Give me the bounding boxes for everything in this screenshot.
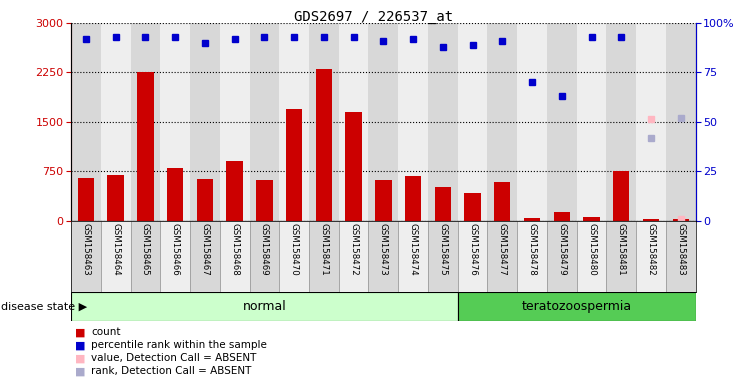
Bar <box>160 23 190 221</box>
Bar <box>190 221 220 292</box>
Bar <box>517 23 547 221</box>
Bar <box>227 162 243 221</box>
Text: GSM158480: GSM158480 <box>587 223 596 276</box>
Text: ■: ■ <box>75 327 85 337</box>
Text: ■: ■ <box>75 366 85 376</box>
Text: GSM158482: GSM158482 <box>646 223 655 276</box>
Bar <box>346 112 362 221</box>
Text: GSM158475: GSM158475 <box>438 223 447 276</box>
Bar <box>398 221 428 292</box>
Bar <box>643 219 659 221</box>
Text: GSM158468: GSM158468 <box>230 223 239 276</box>
Bar <box>636 23 666 221</box>
Bar <box>465 193 481 221</box>
Bar <box>547 23 577 221</box>
FancyBboxPatch shape <box>458 292 696 321</box>
Bar <box>577 221 607 292</box>
Bar <box>369 23 398 221</box>
Bar <box>547 221 577 292</box>
Bar <box>435 187 451 221</box>
Bar <box>607 221 636 292</box>
Bar <box>309 23 339 221</box>
Bar <box>101 221 131 292</box>
Bar <box>250 221 279 292</box>
Text: GSM158483: GSM158483 <box>676 223 685 276</box>
FancyBboxPatch shape <box>71 292 458 321</box>
Text: GSM158469: GSM158469 <box>260 223 269 276</box>
Text: GSM158476: GSM158476 <box>468 223 477 276</box>
Bar <box>190 23 220 221</box>
Bar <box>672 219 689 221</box>
Text: GSM158481: GSM158481 <box>617 223 626 276</box>
Bar <box>607 23 636 221</box>
Text: GSM158472: GSM158472 <box>349 223 358 276</box>
Bar <box>131 221 160 292</box>
Text: GSM158466: GSM158466 <box>171 223 180 276</box>
Bar <box>309 221 339 292</box>
Bar <box>71 23 101 221</box>
Bar <box>494 182 510 221</box>
Text: GSM158464: GSM158464 <box>111 223 120 276</box>
Bar <box>220 23 250 221</box>
Bar <box>405 176 421 221</box>
Bar <box>71 221 101 292</box>
Text: GSM158473: GSM158473 <box>378 223 388 276</box>
Bar <box>613 171 630 221</box>
Text: value, Detection Call = ABSENT: value, Detection Call = ABSENT <box>91 353 257 363</box>
Text: GDS2697 / 226537_at: GDS2697 / 226537_at <box>295 10 453 23</box>
Text: GSM158470: GSM158470 <box>289 223 298 276</box>
Bar <box>167 168 183 221</box>
Text: normal: normal <box>242 300 286 313</box>
Bar <box>369 221 398 292</box>
Bar <box>517 221 547 292</box>
Bar <box>257 180 272 221</box>
Bar <box>197 179 213 221</box>
Bar <box>488 23 517 221</box>
Text: count: count <box>91 327 120 337</box>
Text: teratozoospermia: teratozoospermia <box>521 300 632 313</box>
Text: rank, Detection Call = ABSENT: rank, Detection Call = ABSENT <box>91 366 251 376</box>
Text: ■: ■ <box>75 340 85 350</box>
Bar <box>666 221 696 292</box>
Text: GSM158465: GSM158465 <box>141 223 150 276</box>
Bar <box>577 23 607 221</box>
Text: GSM158467: GSM158467 <box>200 223 209 276</box>
Bar <box>250 23 279 221</box>
Bar <box>398 23 428 221</box>
Bar <box>108 175 124 221</box>
Text: percentile rank within the sample: percentile rank within the sample <box>91 340 267 350</box>
Bar <box>279 23 309 221</box>
Text: GSM158474: GSM158474 <box>408 223 417 276</box>
Bar <box>428 221 458 292</box>
Bar <box>458 221 488 292</box>
Bar <box>220 221 250 292</box>
Bar <box>583 217 600 221</box>
Bar <box>524 217 540 221</box>
Bar <box>458 23 488 221</box>
Bar <box>339 221 369 292</box>
Bar <box>131 23 160 221</box>
Text: GSM158478: GSM158478 <box>527 223 536 276</box>
Bar <box>339 23 369 221</box>
Text: disease state ▶: disease state ▶ <box>1 301 88 311</box>
Text: GSM158471: GSM158471 <box>319 223 328 276</box>
Bar <box>488 221 517 292</box>
Text: GSM158479: GSM158479 <box>557 223 566 276</box>
Bar <box>554 212 570 221</box>
Bar <box>279 221 309 292</box>
Bar <box>316 69 332 221</box>
Bar <box>286 109 302 221</box>
Text: GSM158477: GSM158477 <box>498 223 507 276</box>
Text: ■: ■ <box>75 353 85 363</box>
Bar <box>101 23 131 221</box>
Bar <box>160 221 190 292</box>
Bar <box>78 178 94 221</box>
Bar <box>636 221 666 292</box>
Bar <box>428 23 458 221</box>
Bar <box>666 23 696 221</box>
Text: GSM158463: GSM158463 <box>82 223 91 276</box>
Bar <box>137 73 153 221</box>
Bar <box>375 180 391 221</box>
